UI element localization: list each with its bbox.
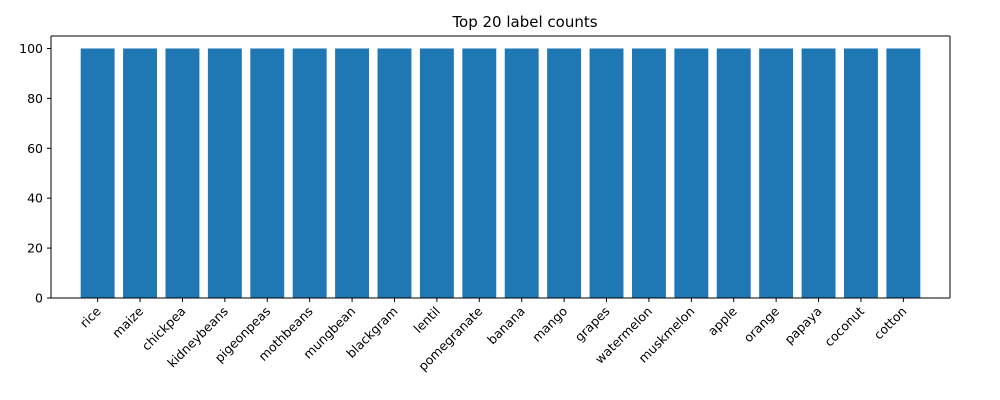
y-tick-label: 80 bbox=[27, 91, 43, 106]
bar-grapes bbox=[589, 48, 624, 298]
x-axis-ticks: rice maizechickpeakidneybeanspigeonpeasmo… bbox=[77, 298, 910, 374]
bar-cotton bbox=[886, 48, 921, 298]
bar-rice bbox=[80, 48, 115, 298]
x-tick-label-grapes: grapes bbox=[572, 304, 613, 345]
bar-kidneybeans bbox=[207, 48, 242, 298]
y-tick-label: 40 bbox=[27, 191, 43, 206]
bar-apple bbox=[716, 48, 751, 298]
bar-maize bbox=[123, 48, 158, 298]
bar-pigeonpeas bbox=[250, 48, 285, 298]
bar-lentil bbox=[419, 48, 454, 298]
y-tick-label: 0 bbox=[35, 291, 43, 306]
y-tick-label: 20 bbox=[27, 241, 43, 256]
bar-papaya bbox=[801, 48, 836, 298]
bar-banana bbox=[504, 48, 539, 298]
x-tick-label-rice: rice bbox=[77, 303, 104, 330]
x-tick-label-orange: orange bbox=[741, 303, 783, 345]
x-tick-label-cotton: cotton bbox=[871, 304, 910, 343]
bar-mungbean bbox=[335, 48, 370, 298]
x-tick-label-coconut: coconut bbox=[821, 303, 867, 349]
x-tick-label-papaya: papaya bbox=[781, 304, 824, 347]
bar-blackgram bbox=[377, 48, 412, 298]
x-tick-label-lentil: lentil bbox=[411, 304, 443, 336]
y-axis-ticks: 0 20 40 60 80 100 bbox=[19, 41, 51, 306]
y-tick-label: 60 bbox=[27, 141, 43, 156]
bar-mothbeans bbox=[292, 48, 327, 298]
bar-chickpea bbox=[165, 48, 200, 298]
x-tick-label-maize: maize bbox=[109, 303, 146, 340]
y-tick-label: 100 bbox=[19, 41, 43, 56]
bar-coconut bbox=[843, 48, 878, 298]
bar-watermelon bbox=[631, 48, 666, 298]
axes-layer bbox=[50, 35, 951, 299]
bar-orange bbox=[759, 48, 794, 298]
chart-title: Top 20 label counts bbox=[451, 13, 597, 31]
x-tick-label-banana: banana bbox=[484, 304, 528, 348]
bar-pomegranate bbox=[462, 48, 497, 298]
bar-muskmelon bbox=[674, 48, 709, 298]
bars-layer bbox=[80, 48, 921, 298]
x-tick-label-mango: mango bbox=[529, 304, 570, 345]
x-tick-label-apple: apple bbox=[705, 303, 740, 338]
bar-mango bbox=[547, 48, 582, 298]
